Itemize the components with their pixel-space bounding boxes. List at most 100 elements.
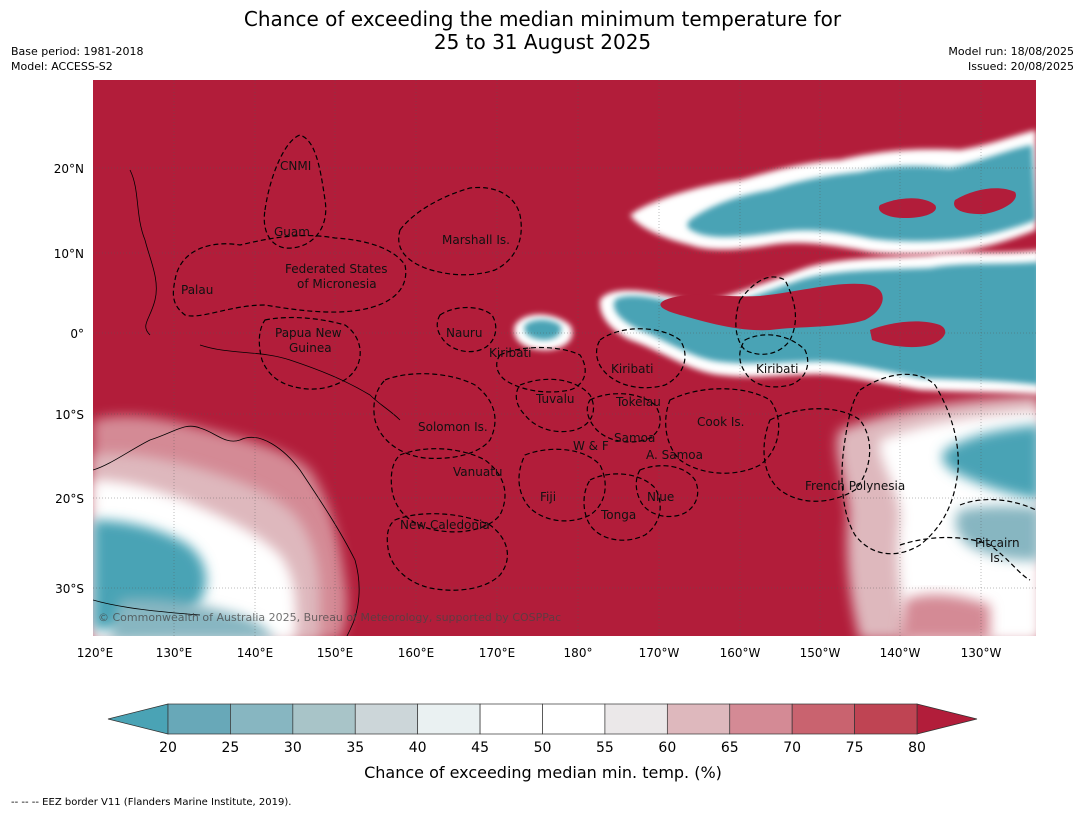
colorbar-ticks: 20 25 30 35 40 45 50 55 60 65 70 75 80 xyxy=(159,740,926,756)
lon-label: 150°E xyxy=(317,646,354,660)
colorbar-tick-label: 45 xyxy=(471,740,489,756)
model-run: Model run: 18/08/2025 xyxy=(948,45,1074,58)
cool-region-south-west xyxy=(93,415,348,636)
lon-label: 170°W xyxy=(639,646,680,660)
colorbar-bin xyxy=(854,703,918,735)
colorbar-tick-label: 35 xyxy=(346,740,364,756)
region-label: Pitcairn xyxy=(975,536,1020,550)
title-line-1: Chance of exceeding the median minimum t… xyxy=(243,7,842,31)
copyright-notice: © Commonwealth of Australia 2025, Bureau… xyxy=(98,611,561,624)
base-period: Base period: 1981-2018 xyxy=(11,45,144,58)
colorbar: 20 25 30 35 40 45 50 55 60 65 70 75 80 Chance of exc… xyxy=(107,703,978,782)
region-label: New Caledonia xyxy=(400,518,490,532)
colorbar-tick-label: 75 xyxy=(846,740,864,756)
region-label: Palau xyxy=(181,283,213,297)
region-label: Tokelau xyxy=(615,395,661,409)
region-label: Kiribati xyxy=(489,346,531,360)
coast-new-guinea xyxy=(199,344,401,421)
model-name: Model: ACCESS-S2 xyxy=(11,60,113,73)
lon-label: 120°E xyxy=(77,646,114,660)
region-label: W & F xyxy=(573,439,609,453)
map-field: CNMI Guam Marshall Is. Federated States … xyxy=(93,80,1036,636)
lon-label: 130°W xyxy=(961,646,1002,660)
region-label: of Micronesia xyxy=(297,277,377,291)
meta-left: Base period: 1981-2018 Model: ACCESS-S2 xyxy=(11,44,143,74)
lon-label: 180° xyxy=(564,646,593,660)
colorbar-bin xyxy=(729,703,793,735)
lon-label: 170°E xyxy=(479,646,516,660)
eez-borders xyxy=(172,134,1036,591)
region-label: Kiribati xyxy=(756,362,798,376)
cool-band-north xyxy=(630,130,1036,255)
lat-label: 0° xyxy=(70,327,84,341)
colorbar-bin xyxy=(167,703,231,735)
lon-label: 140°E xyxy=(237,646,274,660)
colorbar-tick-label: 60 xyxy=(658,740,676,756)
region-label: Fiji xyxy=(540,490,556,504)
region-label: CNMI xyxy=(280,159,311,173)
colorbar-tick-label: 70 xyxy=(783,740,801,756)
colorbar-bin xyxy=(479,703,543,735)
lat-label: 10°N xyxy=(54,247,84,261)
region-label: Is. xyxy=(990,551,1004,565)
region-label: Kiribati xyxy=(611,362,653,376)
colorbar-bins xyxy=(167,703,918,735)
colorbar-tick-label: 65 xyxy=(721,740,739,756)
colorbar-tick-label: 20 xyxy=(159,740,177,756)
colorbar-bin xyxy=(666,703,731,735)
colorbar-extend-above xyxy=(916,703,978,735)
colorbar-tick-label: 50 xyxy=(534,740,552,756)
cool-band-north-east xyxy=(599,250,1036,395)
region-label: Samoa xyxy=(614,431,655,445)
colorbar-bin xyxy=(604,703,668,735)
region-label: Guam xyxy=(274,225,310,239)
colorbar-bin xyxy=(791,703,855,735)
lon-label: 130°E xyxy=(156,646,193,660)
region-label: French Polynesia xyxy=(805,479,905,493)
region-label: A. Samoa xyxy=(646,448,703,462)
region-label: Nauru xyxy=(446,326,482,340)
eez-source-note: -- -- -- EEZ border V11 (Flanders Marine… xyxy=(11,797,292,808)
region-label: Guinea xyxy=(289,341,332,355)
cool-region-south-east xyxy=(837,395,1036,636)
region-label: Niue xyxy=(647,490,674,504)
region-label: Cook Is. xyxy=(697,415,744,429)
title-line-2: 25 to 31 August 2025 xyxy=(433,30,652,54)
cool-patch-kiribati xyxy=(514,314,573,350)
lat-label: 20°N xyxy=(54,162,84,176)
colorbar-bin xyxy=(230,703,294,735)
lon-label: 160°W xyxy=(720,646,761,660)
colorbar-label: Chance of exceeding median min. temp. (%… xyxy=(364,763,722,782)
map-title: Chance of exceeding the median minimum t… xyxy=(0,8,1085,54)
colorbar-bin xyxy=(542,703,606,735)
colorbar-bin xyxy=(417,703,481,735)
region-label: Marshall Is. xyxy=(442,233,510,247)
colorbar-tick-label: 25 xyxy=(222,740,240,756)
lon-label: 160°E xyxy=(398,646,435,660)
lon-label: 140°W xyxy=(880,646,921,660)
coast-new-zealand xyxy=(93,599,201,616)
region-labels: CNMI Guam Marshall Is. Federated States … xyxy=(181,159,1020,565)
colorbar-bin xyxy=(354,703,419,735)
region-label: Solomon Is. xyxy=(418,420,488,434)
longitude-labels: 120°E 130°E 140°E 150°E 160°E 170°E 180°… xyxy=(77,646,1002,660)
coast-australia xyxy=(93,425,360,636)
colorbar-tick-label: 30 xyxy=(284,740,302,756)
lon-label: 150°W xyxy=(800,646,841,660)
lat-label: 10°S xyxy=(55,408,84,422)
gridlines xyxy=(93,80,1036,636)
region-label: Tuvalu xyxy=(535,392,575,406)
coast-philippines xyxy=(129,169,157,336)
colorbar-tick-label: 40 xyxy=(409,740,427,756)
region-label: Papua New xyxy=(275,326,342,340)
colorbar-extend-below xyxy=(107,703,169,735)
lat-label: 20°S xyxy=(55,492,84,506)
lat-label: 30°S xyxy=(55,582,84,596)
region-label: Federated States xyxy=(285,262,387,276)
colorbar-tick-label: 80 xyxy=(908,740,926,756)
region-label: Vanuatu xyxy=(453,465,503,479)
colorbar-tick-label: 55 xyxy=(596,740,614,756)
latitude-labels: 20°N 10°N 0° 10°S 20°S 30°S xyxy=(54,162,84,596)
coastlines xyxy=(93,169,401,636)
